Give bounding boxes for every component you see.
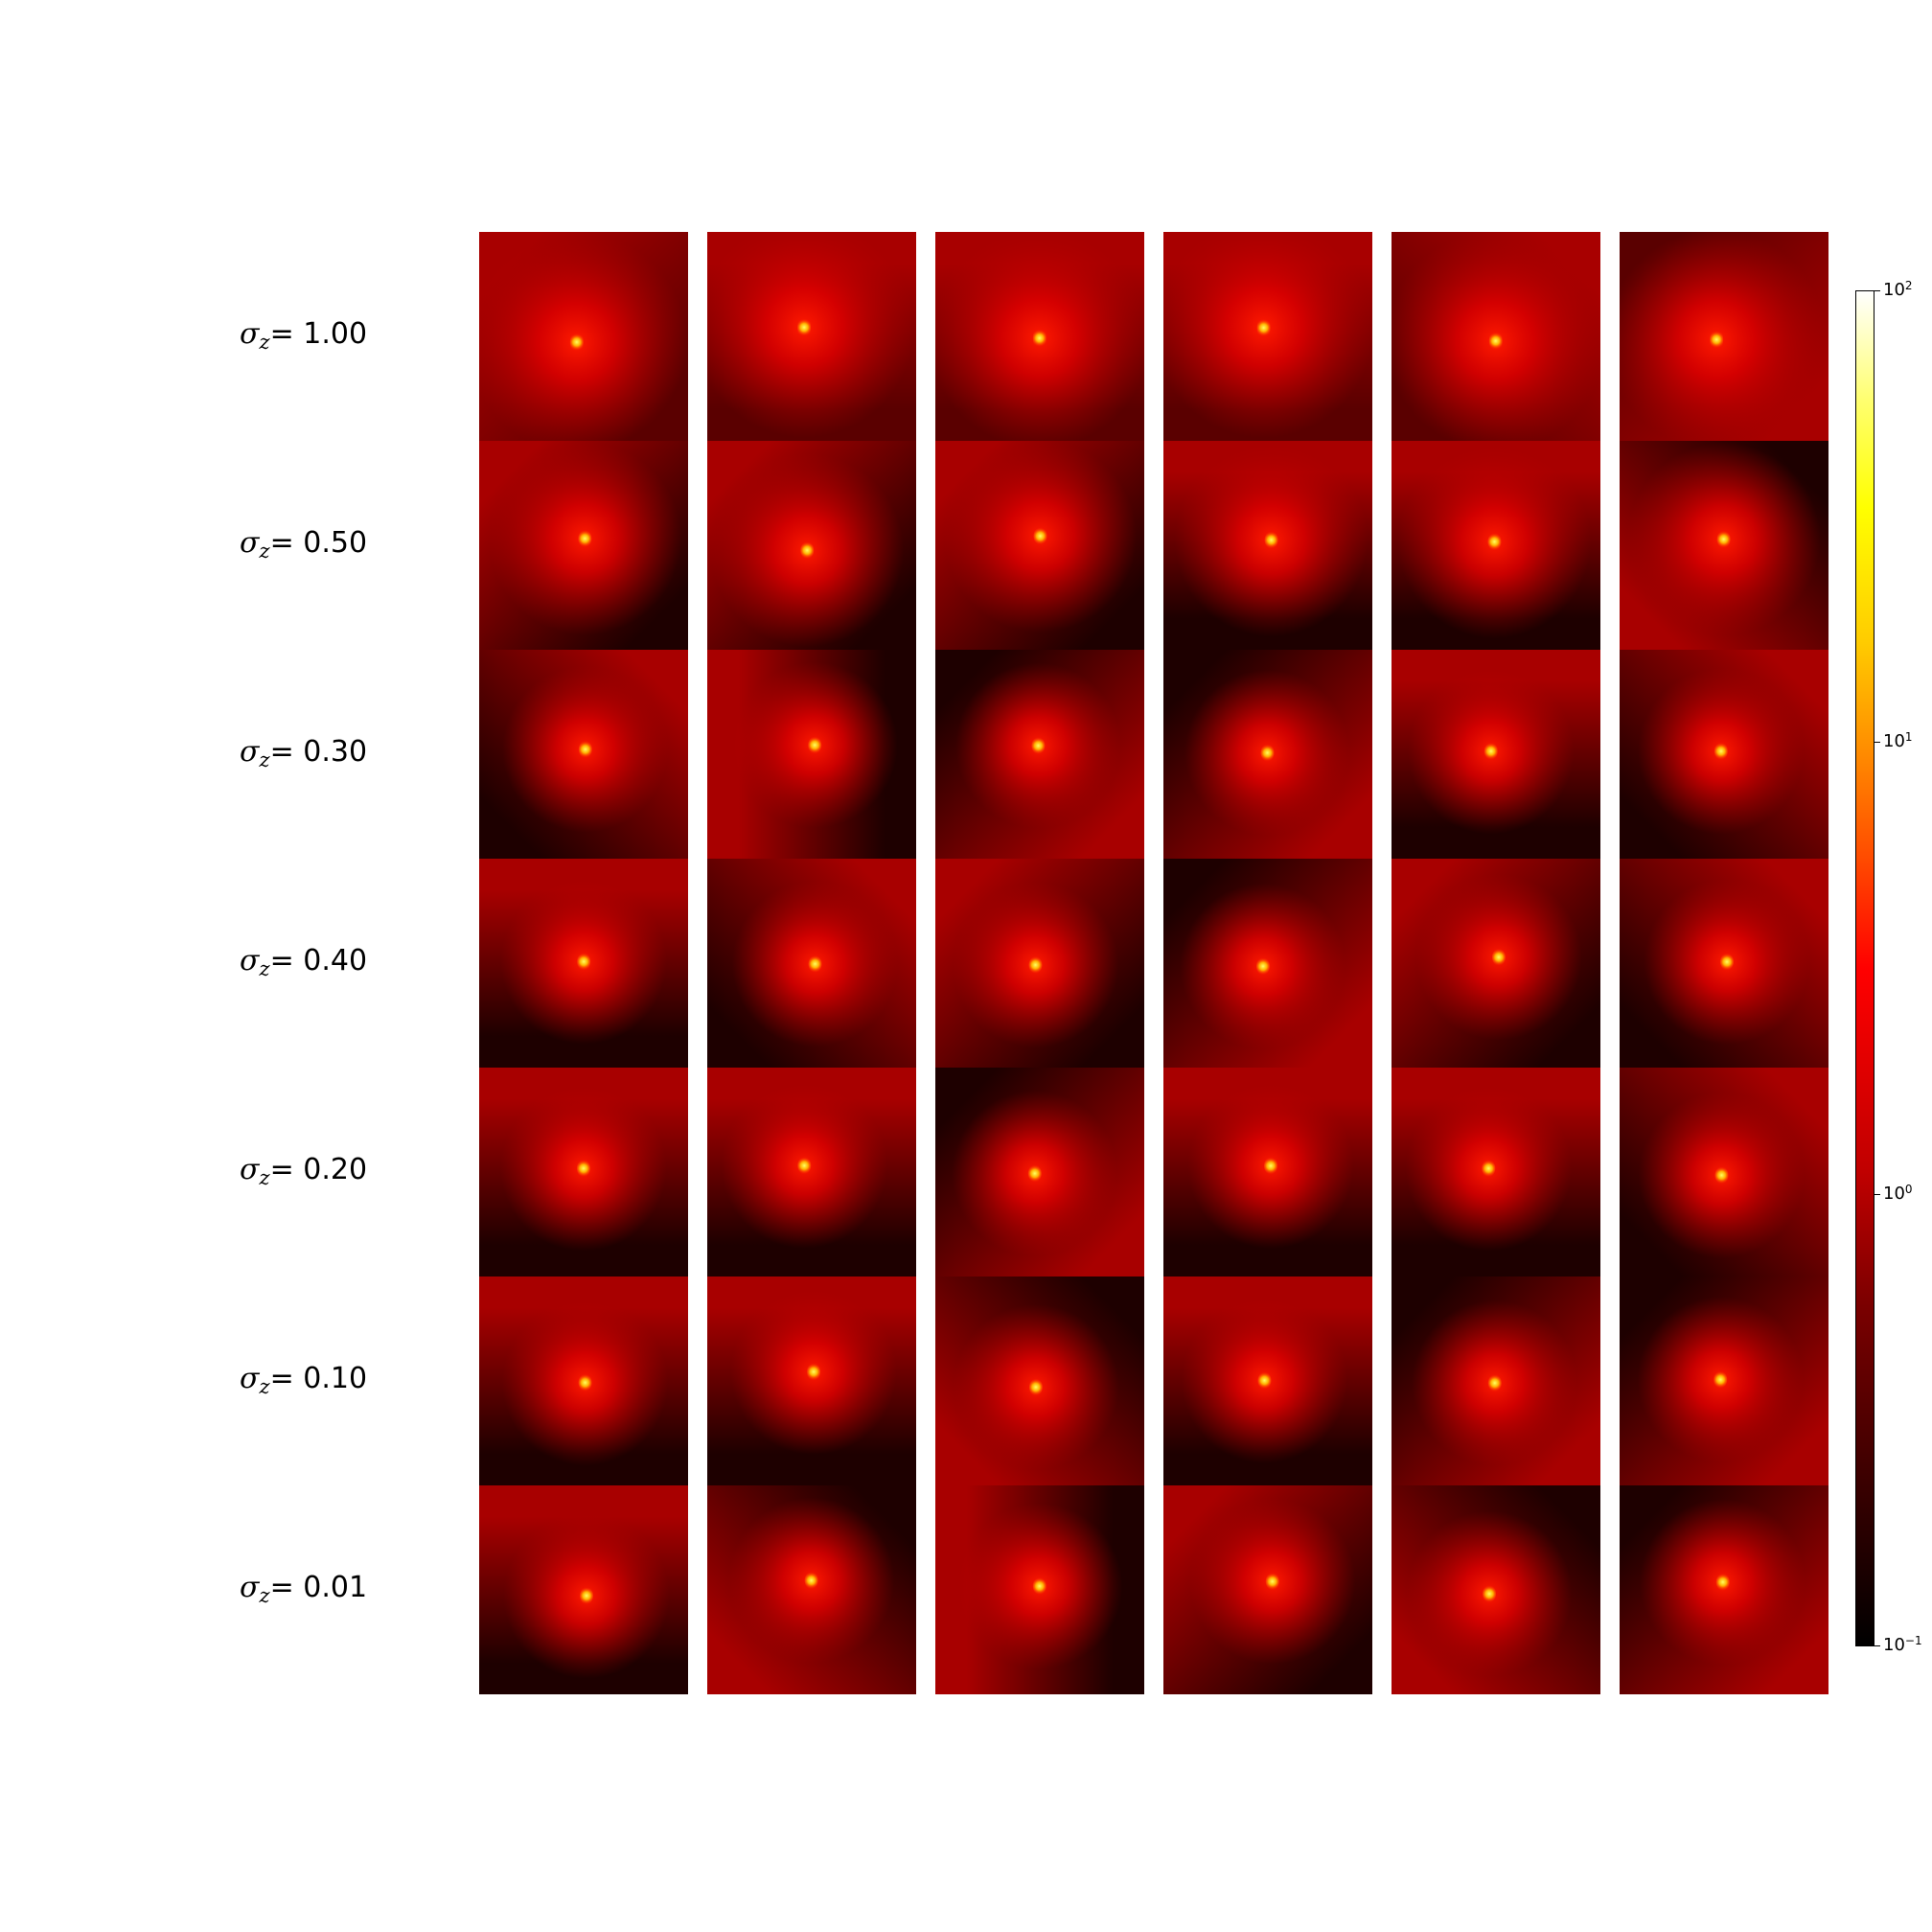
- density-panel: [707, 859, 916, 1068]
- colorbar-tick-label: 102: [1883, 279, 1913, 300]
- density-panel: [935, 859, 1144, 1068]
- density-panel: [707, 441, 916, 650]
- density-panel: [1163, 1276, 1372, 1485]
- density-panel: [1163, 650, 1372, 859]
- row-label: σz= 0.20: [240, 1153, 368, 1189]
- row-label: σz= 0.01: [240, 1571, 368, 1607]
- density-panel: [1392, 441, 1600, 650]
- density-panel: [1620, 1068, 1828, 1276]
- density-panel: [479, 1068, 688, 1276]
- density-panel: [479, 1485, 688, 1694]
- density-panel: [1392, 859, 1600, 1068]
- density-panel: [1392, 1485, 1600, 1694]
- density-panel: [1620, 859, 1828, 1068]
- density-panel: [1620, 650, 1828, 859]
- colorbar-tick-label: 10−1: [1883, 1634, 1922, 1655]
- colorbar: [1855, 290, 1874, 1646]
- row-label: σz= 0.50: [240, 526, 368, 563]
- colorbar-tick: [1874, 290, 1880, 291]
- density-panel: [935, 232, 1144, 441]
- density-panel: [1392, 1068, 1600, 1276]
- density-panel: [1163, 1068, 1372, 1276]
- colorbar-tick-label: 101: [1883, 730, 1913, 752]
- density-panel: [707, 1276, 916, 1485]
- density-panel: [707, 650, 916, 859]
- density-panel: [707, 232, 916, 441]
- density-panel: [1392, 1276, 1600, 1485]
- density-panel: [935, 650, 1144, 859]
- density-panel: [1392, 232, 1600, 441]
- density-panel: [479, 859, 688, 1068]
- density-panel: [935, 1276, 1144, 1485]
- density-panel: [479, 650, 688, 859]
- colorbar-tick: [1874, 1193, 1880, 1195]
- row-label: σz= 0.40: [240, 944, 368, 980]
- density-panel: [1163, 441, 1372, 650]
- colorbar-tick: [1874, 1645, 1880, 1646]
- density-panel: [1620, 1276, 1828, 1485]
- colorbar-tick: [1874, 742, 1880, 744]
- density-panel: [707, 1485, 916, 1694]
- density-panel: [935, 441, 1144, 650]
- density-panel: [707, 1068, 916, 1276]
- density-panel: [935, 1485, 1144, 1694]
- density-panel: [1163, 1485, 1372, 1694]
- density-panel: [935, 1068, 1144, 1276]
- colorbar-tick-label: 100: [1883, 1182, 1913, 1204]
- density-panel: [1392, 650, 1600, 859]
- density-panel: [1620, 441, 1828, 650]
- density-panel: [479, 232, 688, 441]
- row-label: σz= 0.30: [240, 735, 368, 771]
- density-panel: [1163, 232, 1372, 441]
- density-panel: [479, 441, 688, 650]
- density-panel: [479, 1276, 688, 1485]
- density-panel: [1163, 859, 1372, 1068]
- row-label: σz= 0.10: [240, 1362, 368, 1398]
- density-panel: [1620, 232, 1828, 441]
- density-panel: [1620, 1485, 1828, 1694]
- row-label: σz= 1.00: [240, 317, 368, 354]
